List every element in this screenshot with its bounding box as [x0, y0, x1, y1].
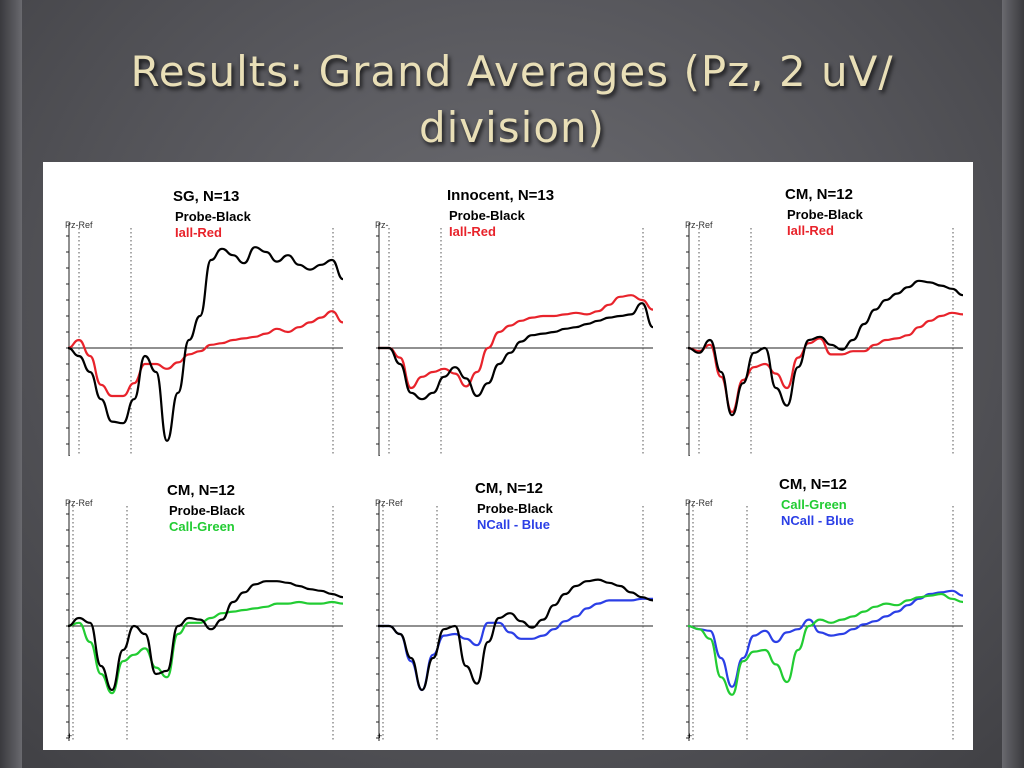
erp-panel-cm-call-ncall: + Pz-Ref CM, N=12 Call-Green NCall - Blue [663, 456, 963, 750]
series-line-black [378, 302, 653, 401]
erp-figure: + Pz-Ref SG, N=13 Probe-Black Iall-Red + Pz- I… [43, 162, 973, 750]
erp-plot-svg: + [686, 223, 963, 456]
erp-panel-cm-call: + Pz-Ref CM, N=12 Probe-Black Call-Green [43, 456, 343, 750]
reference-label: Pz-Ref [65, 498, 93, 508]
axis-origin-marker: + [687, 453, 692, 456]
axis-origin-marker: + [67, 453, 72, 456]
erp-panel-innocent: + Pz- Innocent, N=13 Probe-Black Iall-Red [353, 162, 653, 456]
slide-right-border [1002, 0, 1024, 768]
erp-plot-svg: + [686, 501, 963, 741]
series-line-black [687, 279, 963, 417]
series-line-red [67, 310, 343, 398]
erp-plot-svg: + [376, 501, 653, 741]
series-line-red [378, 294, 653, 390]
series-line-black [67, 246, 343, 442]
erp-panel-cm-ncall: + Pz-Ref CM, N=12 Probe-Black NCall - Blue [353, 456, 653, 750]
legend-entry-red: Iall-Red [175, 225, 222, 240]
reference-label: Pz-Ref [375, 498, 403, 508]
legend-entry-red: Iall-Red [449, 224, 496, 239]
panel-title: CM, N=12 [475, 480, 543, 497]
panel-title: CM, N=12 [785, 186, 853, 203]
panel-title: Innocent, N=13 [447, 187, 555, 204]
legend-entry-black: Probe-Black [169, 503, 245, 518]
panel-title: CM, N=12 [167, 482, 235, 499]
panel-title: CM, N=12 [779, 476, 847, 493]
legend-entry-green: Call-Green [169, 519, 235, 534]
axis-origin-marker: + [377, 731, 382, 741]
panel-title: SG, N=13 [173, 188, 240, 205]
legend-entry-black: Probe-Black [787, 207, 863, 222]
series-line-blue [687, 589, 963, 688]
erp-plot-svg: + [66, 223, 343, 456]
series-line-blue [378, 597, 653, 692]
legend-entry-black: Probe-Black [175, 209, 251, 224]
slide-title: Results: Grand Averages (Pz, 2 uV/ divis… [130, 47, 894, 152]
series-line-green [67, 600, 343, 695]
slide-left-border [0, 0, 22, 768]
series-line-black [67, 580, 343, 692]
legend-entry-blue: NCall - Blue [477, 517, 550, 532]
axis-origin-marker: + [67, 731, 72, 741]
legend-entry-black: Probe-Black [477, 501, 553, 516]
reference-label: Pz-Ref [65, 220, 93, 230]
legend-entry-blue: NCall - Blue [781, 513, 854, 528]
series-line-green [687, 592, 963, 696]
axis-origin-marker: + [687, 731, 692, 741]
erp-plot-svg: + [376, 223, 653, 456]
series-line-black [378, 578, 653, 692]
legend-entry-red: Iall-Red [787, 223, 834, 238]
legend-entry-black: Probe-Black [449, 208, 525, 223]
erp-panel-cm-iall: + Pz-Ref CM, N=12 Probe-Black Iall-Red [663, 162, 963, 456]
reference-label: Pz-Ref [685, 220, 713, 230]
erp-panel-sg: + Pz-Ref SG, N=13 Probe-Black Iall-Red [43, 162, 343, 456]
series-line-red [687, 311, 963, 414]
erp-plot-svg: + [66, 501, 343, 741]
reference-label: Pz- [375, 220, 389, 230]
axis-origin-marker: + [377, 453, 382, 456]
legend-entry-green: Call-Green [781, 497, 847, 512]
reference-label: Pz-Ref [685, 498, 713, 508]
